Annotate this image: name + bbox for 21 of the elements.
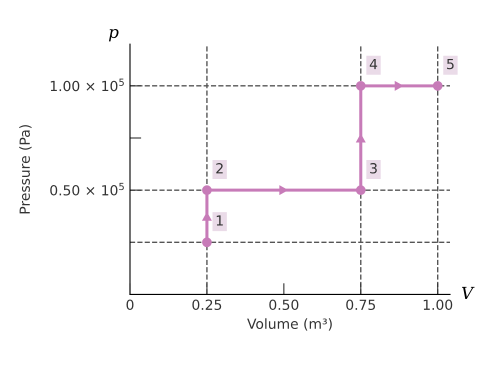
x-axis-title: Volume (m³) xyxy=(247,318,332,331)
point xyxy=(202,185,212,195)
point xyxy=(432,81,443,91)
annotation: 4 xyxy=(370,58,378,70)
point xyxy=(356,185,366,195)
x-tick-label: 0 xyxy=(126,300,134,310)
text: V xyxy=(462,286,475,299)
annotation: 3 xyxy=(370,163,377,174)
y-axis-title: Pressure (Pa) xyxy=(19,125,32,214)
x-tick-label: 0.75 xyxy=(346,300,376,310)
y-tick-label: 0.50 × 10$^{5}$ xyxy=(50,182,124,196)
y-tick-label: 1.00 × 10$^{5}$ xyxy=(50,78,124,92)
point xyxy=(202,237,212,248)
text: p xyxy=(108,29,118,42)
annotation: 2 xyxy=(216,163,223,174)
point xyxy=(356,81,366,91)
annotation: 1 xyxy=(216,215,223,226)
x-tick-label: 1.00 xyxy=(424,300,452,310)
x-tick-label: 0.25 xyxy=(192,300,222,310)
annotation: 5 xyxy=(447,58,454,70)
x-tick-label: 0.50 xyxy=(269,300,298,310)
